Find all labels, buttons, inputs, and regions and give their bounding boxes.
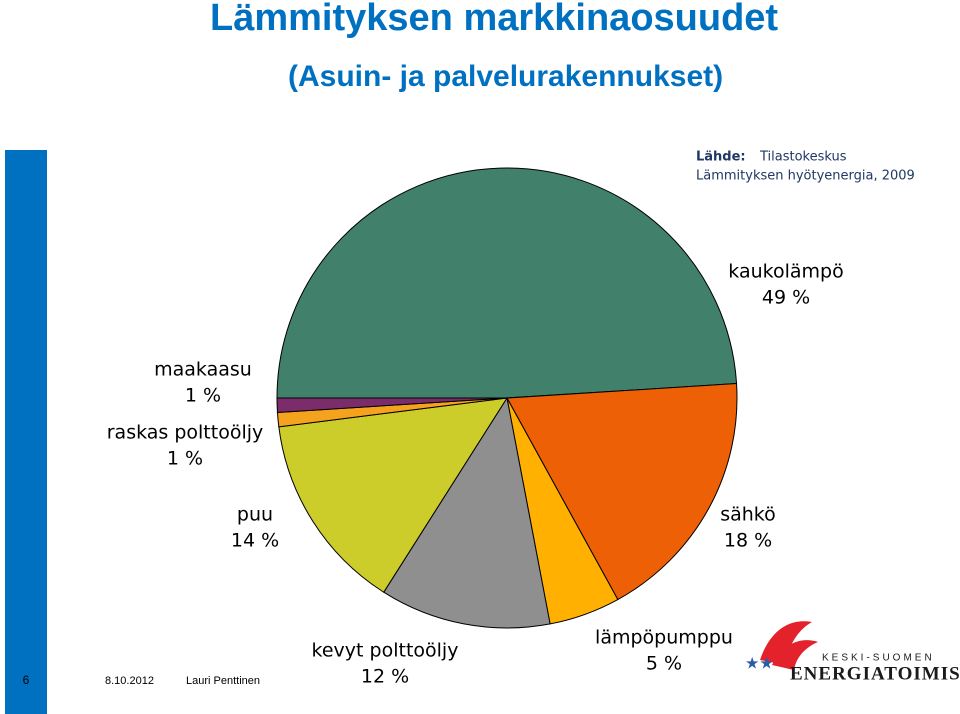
value-label: 49 % [762,287,810,309]
logo-flame [760,621,812,665]
logo-flame [772,640,818,670]
value-label: 1 % [185,385,221,407]
value-label: 18 % [724,530,772,552]
logo: ★★ KESKI-SUOMEN ENERGIATOIMISTO [745,621,960,684]
value-label: 12 % [361,666,409,688]
logo-line1: KESKI-SUOMEN [822,653,935,664]
value-label: 1 % [167,448,203,470]
slice-label: puu [237,504,273,526]
slice-label: raskas polttoöljy [107,422,264,444]
slice-label: sähkö [720,504,776,526]
chart-title: Lämmityksen markkinaosuudet [210,0,778,39]
date: 8.10.2012 [105,675,154,687]
pie-slice [276,167,738,399]
source-text: Tilastokeskus [759,150,847,165]
pie-slice [278,397,508,593]
pie-slice [383,396,551,629]
source-label: Lähde: [696,150,746,165]
page-number: 6 [23,673,30,687]
pie-slice [276,397,508,413]
author: Lauri Penttinen [186,675,260,687]
slice-label: lämpöpumppu [595,627,733,649]
slice-label: kaukolämpö [728,261,843,283]
source-note: Lämmityksen hyötyenergia, 2009 [696,169,915,184]
slice-label: maakaasu [154,359,252,381]
slice-label: kevyt polttoöljy [312,640,459,662]
chart-subtitle: (Asuin- ja palvelurakennukset) [288,60,723,93]
pie-slice [506,383,738,601]
value-label: 14 % [231,530,279,552]
value-label: 5 % [646,653,682,675]
side-bar [5,150,47,714]
logo-line2: ENERGIATOIMISTO [790,663,960,684]
logo-stars: ★★ [745,654,774,673]
